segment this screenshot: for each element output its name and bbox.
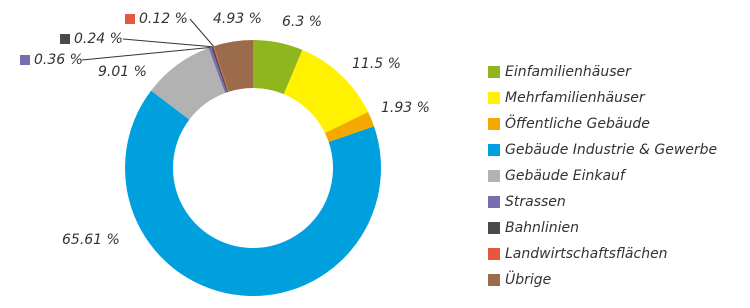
legend-swatch bbox=[488, 118, 500, 130]
data-label: 6.3 % bbox=[282, 14, 322, 30]
data-label: 65.61 % bbox=[62, 232, 120, 248]
label-marker bbox=[60, 34, 70, 44]
leader-line bbox=[122, 38, 213, 48]
legend-swatch bbox=[488, 222, 500, 234]
data-label: 0.12 % bbox=[139, 11, 188, 27]
donut-segment bbox=[151, 47, 226, 120]
legend-label: Gebäude Industrie & Gewerbe bbox=[505, 142, 717, 158]
data-label: 1.93 % bbox=[381, 100, 430, 116]
legend-label: Landwirtschaftsflächen bbox=[505, 246, 668, 262]
donut-segment bbox=[324, 112, 375, 142]
donut-segment bbox=[253, 40, 303, 95]
legend-label: Mehrfamilienhäuser bbox=[505, 90, 646, 106]
legend-swatch bbox=[488, 196, 500, 208]
legend-label: Öffentliche Gebäude bbox=[505, 114, 650, 132]
data-label: 0.24 % bbox=[74, 31, 123, 47]
legend-label: Bahnlinien bbox=[505, 220, 579, 236]
legend-swatch bbox=[488, 170, 500, 182]
legend-label: Gebäude Einkauf bbox=[505, 168, 627, 184]
donut-segment bbox=[208, 47, 227, 93]
legend-swatch bbox=[488, 66, 500, 78]
data-label: 0.36 % bbox=[34, 52, 83, 68]
data-label: 4.93 % bbox=[213, 11, 262, 27]
legend-label: Strassen bbox=[505, 194, 566, 210]
data-label: 9.01 % bbox=[98, 64, 147, 80]
label-marker bbox=[125, 14, 135, 24]
data-label: 11.5 % bbox=[352, 56, 401, 72]
legend-swatch bbox=[488, 92, 500, 104]
donut-segment bbox=[124, 90, 381, 297]
legend-swatch bbox=[488, 248, 500, 260]
legend-swatch bbox=[488, 144, 500, 156]
legend-label: Übrige bbox=[505, 270, 551, 288]
donut-segment bbox=[211, 46, 229, 93]
donut-segment bbox=[213, 46, 229, 92]
leader-line bbox=[81, 46, 210, 61]
label-marker bbox=[20, 55, 30, 65]
legend-swatch bbox=[488, 274, 500, 286]
legend-label: Einfamilienhäuser bbox=[505, 64, 632, 80]
donut-segment bbox=[283, 49, 369, 134]
donut-segment bbox=[213, 40, 253, 92]
leader-line bbox=[189, 18, 214, 47]
